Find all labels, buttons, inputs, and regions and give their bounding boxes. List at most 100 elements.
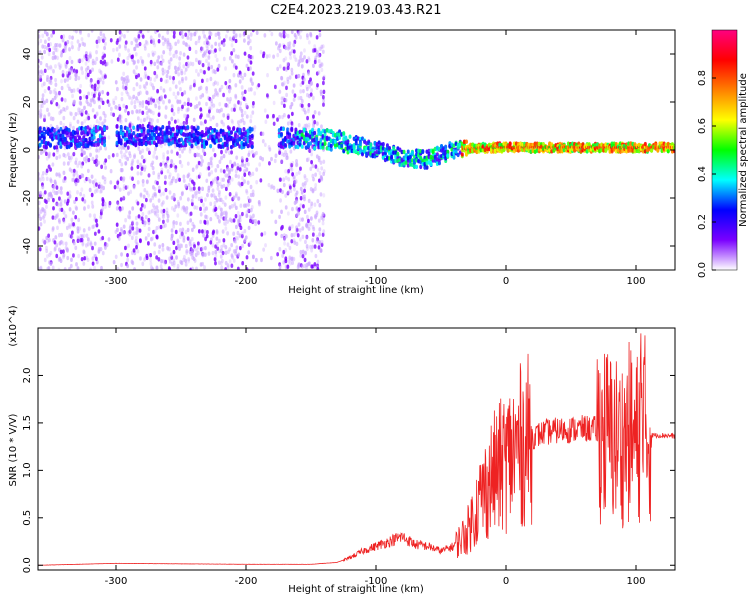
heatmap-cell — [186, 101, 190, 107]
heatmap-cell — [47, 112, 51, 117]
heatmap-cell — [47, 36, 51, 42]
heatmap-cell — [122, 196, 126, 201]
heatmap-cell — [245, 63, 249, 69]
heatmap-cell — [251, 267, 255, 270]
heatmap-cell — [82, 193, 86, 199]
heatmap-cell — [197, 189, 201, 195]
snr-x-label: Height of straight line (km) — [288, 584, 424, 595]
heatmap-cell — [63, 178, 67, 183]
heatmap-cell — [162, 152, 165, 157]
heatmap-cell — [410, 150, 414, 155]
heatmap-cell — [232, 30, 236, 35]
heatmap-cell — [232, 48, 236, 53]
heatmap-cell — [268, 161, 271, 166]
heatmap-cell — [168, 99, 171, 104]
heatmap-cell — [185, 206, 189, 211]
heatmap-cell — [165, 211, 169, 216]
heatmap-cell — [250, 144, 254, 150]
heatmap-cell — [320, 67, 324, 73]
heatmap-cell — [189, 218, 193, 223]
heatmap-cell — [155, 255, 159, 260]
heatmap-cell — [120, 145, 124, 150]
heatmap-cell — [222, 92, 225, 98]
heatmap-cell — [157, 55, 161, 60]
heatmap-cell — [210, 98, 213, 104]
heatmap-cell — [264, 119, 268, 125]
heatmap-cell — [228, 36, 232, 41]
heatmap-cell — [238, 214, 242, 219]
heatmap-cell — [191, 252, 195, 258]
heatmap-cell — [75, 170, 78, 175]
heatmap-cell — [236, 230, 240, 236]
heatmap-cell — [87, 226, 91, 231]
heatmap-cell — [234, 191, 238, 196]
heatmap-cell — [97, 229, 101, 234]
heatmap-cell — [105, 242, 109, 248]
colorbar-tick-label: 0.8 — [697, 70, 708, 86]
heatmap-cell — [245, 157, 249, 163]
heatmap-cell — [108, 200, 112, 206]
heatmap-cell — [92, 135, 96, 140]
heatmap-cell — [183, 70, 187, 75]
heatmap-cell — [99, 77, 102, 82]
heatmap-cell — [240, 85, 244, 90]
heatmap-cell — [221, 131, 225, 137]
heatmap-cell — [104, 74, 107, 79]
heatmap-cell — [199, 212, 203, 217]
heatmap-cell — [51, 265, 55, 270]
heatmap-cell — [72, 125, 75, 131]
heatmap-cell — [255, 150, 258, 156]
heatmap-cell — [201, 121, 205, 126]
heatmap-cell — [77, 178, 80, 184]
heatmap-cell — [216, 246, 220, 251]
heatmap-cell — [70, 230, 74, 235]
heatmap-cell — [220, 156, 223, 161]
heatmap-cell — [101, 89, 105, 95]
y-tick-label: -20 — [22, 190, 33, 206]
heatmap-cell — [204, 141, 208, 147]
heatmap-cell — [72, 88, 76, 93]
heatmap-cell — [303, 188, 306, 193]
heatmap-cell — [213, 80, 217, 85]
heatmap-cell — [172, 76, 175, 81]
heatmap-cell — [199, 107, 203, 112]
heatmap-cell — [133, 60, 136, 65]
heatmap-cell — [191, 266, 194, 270]
heatmap-cell — [58, 90, 61, 96]
heatmap-cell — [165, 134, 169, 140]
heatmap-cell — [289, 149, 293, 154]
heatmap-cell — [209, 240, 213, 245]
heatmap-cell — [78, 107, 82, 113]
heatmap-cell — [224, 267, 228, 270]
heatmap-cell — [157, 257, 161, 262]
heatmap-cell — [290, 167, 294, 172]
heatmap-cell — [194, 30, 198, 34]
heatmap-cell — [226, 262, 230, 268]
heatmap-cell — [217, 31, 221, 37]
heatmap-cell — [161, 247, 165, 252]
heatmap-cell — [49, 89, 52, 95]
heatmap-cell — [91, 224, 95, 229]
heatmap-cell — [141, 110, 145, 116]
heatmap-cell — [309, 216, 313, 221]
heatmap-cell — [125, 82, 128, 87]
heatmap-cell — [66, 248, 70, 253]
heatmap-cell — [210, 44, 214, 49]
heatmap-cell — [282, 182, 286, 188]
heatmap-cell — [68, 67, 71, 73]
heatmap-cell — [268, 30, 272, 33]
heatmap-cell — [252, 213, 255, 219]
heatmap-cell — [161, 160, 165, 165]
heatmap-cell — [64, 241, 68, 246]
heatmap-cell — [59, 202, 63, 207]
heatmap-cell — [227, 178, 230, 184]
heatmap-cell — [81, 161, 85, 166]
heatmap-cell — [143, 167, 147, 172]
heatmap-cell — [147, 226, 151, 232]
heatmap-cell — [163, 261, 167, 266]
heatmap-cell — [152, 154, 156, 159]
heatmap-cell — [166, 156, 170, 161]
heatmap-cell — [320, 166, 324, 171]
heatmap-cell — [213, 152, 217, 158]
heatmap-cell — [135, 82, 139, 87]
